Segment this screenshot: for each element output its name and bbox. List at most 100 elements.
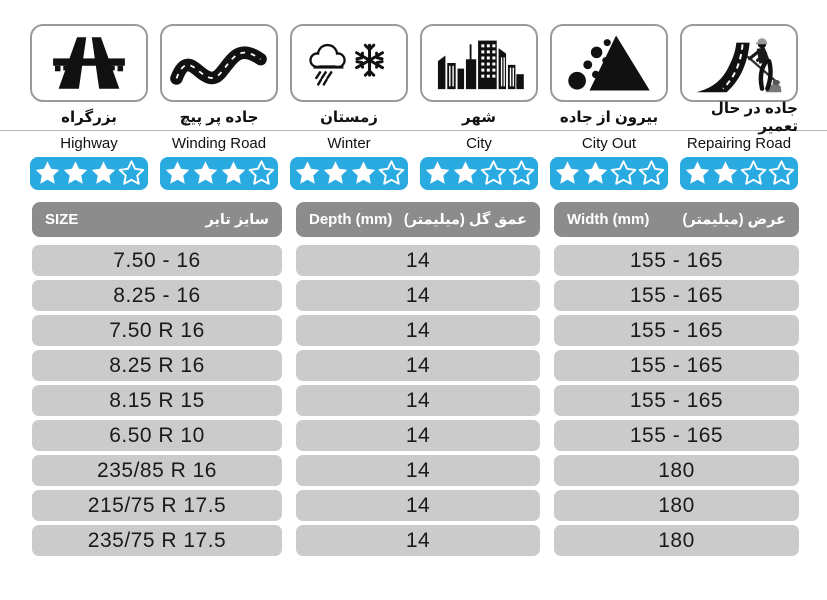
- header-size-en: SIZE: [45, 211, 79, 228]
- star-rating-city-out: [550, 157, 668, 190]
- table-cell-size: 235/75 R 17.5: [32, 525, 282, 556]
- star-outline-icon: [248, 160, 274, 185]
- star-rating-highway: [30, 157, 148, 190]
- falling-rocks-icon: [568, 35, 650, 91]
- trait-label-fa: زمستان: [320, 109, 378, 126]
- city-icon: [437, 40, 524, 90]
- table-rows: 7.50 - 16 14 155 - 165 8.25 - 16 14 155 - 165…: [32, 245, 827, 556]
- trait-label-en: Winter: [327, 134, 371, 152]
- table-header-size: SIZE سایز تایر: [32, 202, 282, 237]
- table-cell-size: 8.25 - 16: [32, 280, 282, 311]
- star-filled-icon: [555, 161, 579, 184]
- trait-rating-winding-road: Winding Road: [160, 131, 278, 190]
- trait-winter: زمستان: [290, 24, 408, 129]
- table-cell-depth: 14: [296, 385, 540, 416]
- table-cell-size: 235/85 R 16: [32, 455, 282, 486]
- trait-icons-row: بزرگراه جاده پر پیچ: [30, 24, 827, 135]
- star-filled-icon: [221, 161, 245, 184]
- star-rating-repairing-road: [680, 157, 798, 190]
- city-icon-box: [420, 24, 538, 102]
- table-cell-depth: 14: [296, 280, 540, 311]
- star-outline-icon: [508, 160, 534, 185]
- trait-rating-city: City: [420, 131, 538, 190]
- star-outline-icon: [118, 160, 144, 185]
- table-cell-size: 7.50 R 16: [32, 315, 282, 346]
- winding-road-icon-box: [160, 24, 278, 102]
- table-cell-depth: 14: [296, 315, 540, 346]
- star-outline-icon: [610, 160, 636, 185]
- star-filled-icon: [165, 161, 189, 184]
- header-width-en: Width (mm): [567, 211, 650, 228]
- trait-rating-winter: Winter: [290, 131, 408, 190]
- header-size-fa: سایز تایر: [205, 211, 269, 228]
- trait-rating-repairing-road: Repairing Road: [680, 131, 798, 190]
- spec-table: SIZE سایز تایر Depth (mm) عمق گل (میلیمت…: [32, 202, 827, 556]
- star-outline-icon: [480, 160, 506, 185]
- star-filled-icon: [685, 161, 709, 184]
- trait-label-en: Winding Road: [171, 134, 267, 152]
- highway-icon-box: [30, 24, 148, 102]
- table-header-row: SIZE سایز تایر Depth (mm) عمق گل (میلیمت…: [32, 202, 827, 237]
- header-depth-fa: عمق گل (میلیمتر): [403, 211, 527, 228]
- trait-city: شهر: [420, 24, 538, 129]
- star-rating-winter: [290, 157, 408, 190]
- table-cell-depth: 14: [296, 455, 540, 486]
- horizontal-divider: [0, 130, 827, 131]
- table-cell-depth: 14: [296, 525, 540, 556]
- road-repair-icon-box: [680, 24, 798, 102]
- trait-label-fa: جاده پر پیچ: [179, 109, 259, 126]
- trait-rating-city-out: City Out: [550, 131, 668, 190]
- falling-rocks-icon-box: [550, 24, 668, 102]
- star-outline-icon: [768, 160, 794, 185]
- trait-winding-road: جاده پر پیچ: [160, 24, 278, 129]
- trait-label-fa: جاده در حال تعمیر: [710, 100, 798, 135]
- table-cell-depth: 14: [296, 350, 540, 381]
- table-cell-depth: 14: [296, 420, 540, 451]
- star-rating-winding-road: [160, 157, 278, 190]
- table-cell-size: 8.15 R 15: [32, 385, 282, 416]
- star-filled-icon: [453, 161, 477, 184]
- trait-highway: بزرگراه: [30, 24, 148, 129]
- table-cell-size: 8.25 R 16: [32, 350, 282, 381]
- trait-label-en: Highway: [60, 134, 118, 152]
- star-filled-icon: [323, 161, 347, 184]
- star-filled-icon: [713, 161, 737, 184]
- star-filled-icon: [63, 161, 87, 184]
- table-cell-width: 155 - 165: [554, 350, 799, 381]
- trait-rating-highway: Highway: [30, 131, 148, 190]
- table-cell-width: 180: [554, 455, 799, 486]
- winter-icon: [309, 43, 385, 86]
- table-cell-size: 7.50 - 16: [32, 245, 282, 276]
- trait-city-out: بیرون از جاده: [550, 24, 668, 129]
- trait-ratings-row: Highway Winding Road Winter City City Ou…: [30, 131, 827, 190]
- star-filled-icon: [35, 161, 59, 184]
- star-rating-city: [420, 157, 538, 190]
- table-cell-size: 6.50 R 10: [32, 420, 282, 451]
- trait-label-fa: بزرگراه: [61, 109, 117, 126]
- road-repair-icon: [696, 38, 782, 93]
- header-width-fa: عرض (میلیمتر): [682, 211, 786, 228]
- star-filled-icon: [193, 161, 217, 184]
- table-cell-width: 155 - 165: [554, 315, 799, 346]
- table-header-depth: Depth (mm) عمق گل (میلیمتر): [296, 202, 540, 237]
- table-cell-depth: 14: [296, 245, 540, 276]
- table-cell-width: 155 - 165: [554, 245, 799, 276]
- trait-label-en: Repairing Road: [686, 134, 792, 152]
- star-filled-icon: [91, 161, 115, 184]
- winter-icon-box: [290, 24, 408, 102]
- table-cell-width: 155 - 165: [554, 280, 799, 311]
- winding-road-icon: [170, 46, 267, 85]
- trait-label-en: City: [466, 134, 492, 152]
- star-filled-icon: [295, 161, 319, 184]
- trait-repairing-road: جاده در حال تعمیر: [680, 24, 798, 135]
- table-cell-size: 215/75 R 17.5: [32, 490, 282, 521]
- trait-label-fa: شهر: [462, 109, 496, 126]
- trait-label-en: City Out: [581, 134, 637, 152]
- table-cell-width: 155 - 165: [554, 385, 799, 416]
- star-filled-icon: [351, 161, 375, 184]
- table-cell-width: 155 - 165: [554, 420, 799, 451]
- trait-label-fa: بیرون از جاده: [559, 109, 659, 126]
- table-header-width: Width (mm) عرض (میلیمتر): [554, 202, 799, 237]
- table-cell-width: 180: [554, 490, 799, 521]
